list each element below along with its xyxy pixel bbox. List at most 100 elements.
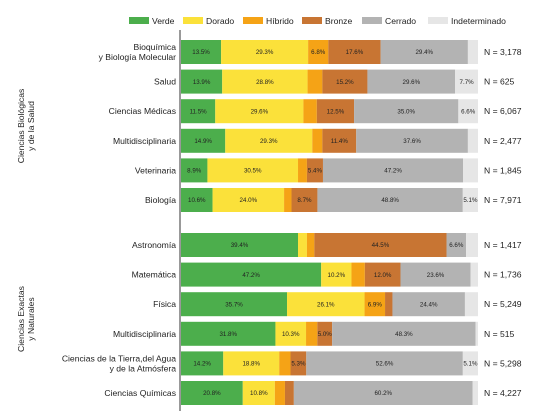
n-label: N = 3,178 [484,47,522,57]
data-label: 7.7% [460,79,475,86]
n-label: N = 1,845 [484,165,522,175]
bar-segment-dorado [221,40,309,64]
bar-segment-bronze [322,128,357,153]
legend-item-bronze: Bronze [302,16,352,26]
data-label: 48.8% [381,197,399,204]
legend-label-bronze: Bronze [325,16,352,26]
bars: 13.5% 29.3% 6.8% 17.6% 29.4% 13.9% 28.8% 15.2% 2… [181,40,478,405]
bar-segment-indeterminado [467,40,478,64]
bar-row: 13.9% 28.8% 15.2% 29.6% 7.7% [181,69,478,94]
bar-row: 10.6% 24.0% 8.7% 48.8% 5.1% [181,188,478,212]
bar-segment-dorado [242,381,275,405]
bar-row: 31.8% 10.3% 5.0% 48.3% [181,321,478,346]
bar-row: 35.7% 26.1% 6.9% 24.4% [181,292,478,317]
data-label: 11.4% [331,138,349,145]
data-label: 47.2% [384,168,402,175]
bar-segment-bronze [385,292,393,317]
n-label: N = 5,298 [484,358,522,368]
bar-segment-dorado [215,99,304,124]
data-label: 5.1% [463,197,478,204]
bar-segment-bronze [316,99,355,124]
data-label: 5.3% [291,361,306,368]
data-label: 8.7% [297,197,312,204]
bar-segment-indeterminado [467,128,478,153]
bar-segment-verde [181,158,208,183]
data-label: 28.8% [256,79,274,86]
data-label: 13.5% [192,49,210,56]
bar-segment-dorado [222,69,308,94]
bar-segment-hibrido [312,128,323,153]
category-label-line: y de la Atmósfera [110,363,177,373]
legend-item-hibrido: Híbrido [243,16,294,26]
bar-segment-cerrado [317,188,463,212]
bar-segment-verde [181,128,226,153]
bar-segment-bronze [291,188,318,212]
n-label: N = 1,736 [484,270,522,280]
category-label: Salud [154,77,176,87]
data-label: 26.1% [317,301,335,308]
bar-segment-indeterminado [464,292,478,317]
data-label: 18.8% [242,361,260,368]
category-label: Matemática [132,270,177,280]
data-label: 13.9% [193,79,211,86]
legend-swatch-bronze [302,17,322,24]
legend-label-dorado: Dorado [206,16,234,26]
legend-label-cerrado: Cerrado [385,16,416,26]
bar-segment-verde [181,262,322,287]
bar-segment-dorado [212,188,285,212]
bar-segment-hibrido [351,262,365,287]
data-label: 10.6% [188,197,206,204]
bar-segment-hibrido [279,351,291,376]
n-label: N = 1,417 [484,240,522,250]
bar-segment-hibrido [364,292,386,317]
data-label: 12.0% [374,272,392,279]
bar-row: 8.9% 30.5% 5.4% 47.2% [181,158,478,183]
bar-segment-bronze [306,158,323,183]
legend-label-indeterminado: Indeterminado [451,16,506,26]
bar-segment-dorado [287,292,365,317]
bar-segment-indeterminado [462,188,478,212]
category-label-line: Bioquímica [133,42,176,52]
bar-segment-dorado [207,158,299,183]
data-label: 48.3% [395,331,413,338]
bar-segment-bronze [290,351,307,376]
data-label: 47.2% [242,272,260,279]
data-label: 52.6% [376,361,394,368]
bar-segment-cerrado [332,321,476,346]
legend-swatch-verde [129,17,149,24]
data-label: 10.8% [250,390,268,397]
category-label: Veterinaria [135,165,176,175]
bar-segment-indeterminado [455,69,478,94]
bar-segment-bronze [364,262,401,287]
data-label: 39.4% [231,242,249,249]
bar-row: 14.9% 29.3% 11.4% 37.6% [181,128,478,153]
data-label: 60.2% [374,390,392,397]
bar-segment-cerrado [293,381,473,405]
legend-item-dorado: Dorado [183,16,234,26]
data-label: 37.6% [403,138,421,145]
bar-segment-cerrado [306,351,463,376]
bar-segment-verde [181,69,223,94]
bar-row: 13.5% 29.3% 6.8% 17.6% 29.4% [181,40,478,64]
bar-row: 14.2% 18.8% 5.3% 52.6% 5.1% [181,351,478,376]
legend-swatch-hibrido [243,17,263,24]
bar-segment-bronze [317,321,333,346]
category-label: Física [153,299,176,309]
group-label-line: y Naturales [26,297,36,340]
bar-segment-dorado [321,262,352,287]
bar-row: 47.2% 10.2% 12.0% 23.6% [181,262,478,287]
data-label: 6.6% [449,242,464,249]
data-label: 31.8% [219,331,237,338]
bar-segment-cerrado [356,128,468,153]
category-label: Biología [145,195,176,205]
bar-segment-verde [181,321,276,346]
category-label: Multidisciplinaria [113,136,176,146]
group-label-line: y de la Salud [26,101,36,151]
bar-segment-indeterminado [463,158,478,183]
legend-swatch-cerrado [362,17,382,24]
bar-segment-indeterminado [470,262,478,287]
legend-swatch-indeterminado [428,17,448,24]
data-label: 20.8% [203,390,221,397]
bar-row: 20.8% 10.8% 60.2% [181,381,478,405]
n-label: N = 4,227 [484,388,522,398]
